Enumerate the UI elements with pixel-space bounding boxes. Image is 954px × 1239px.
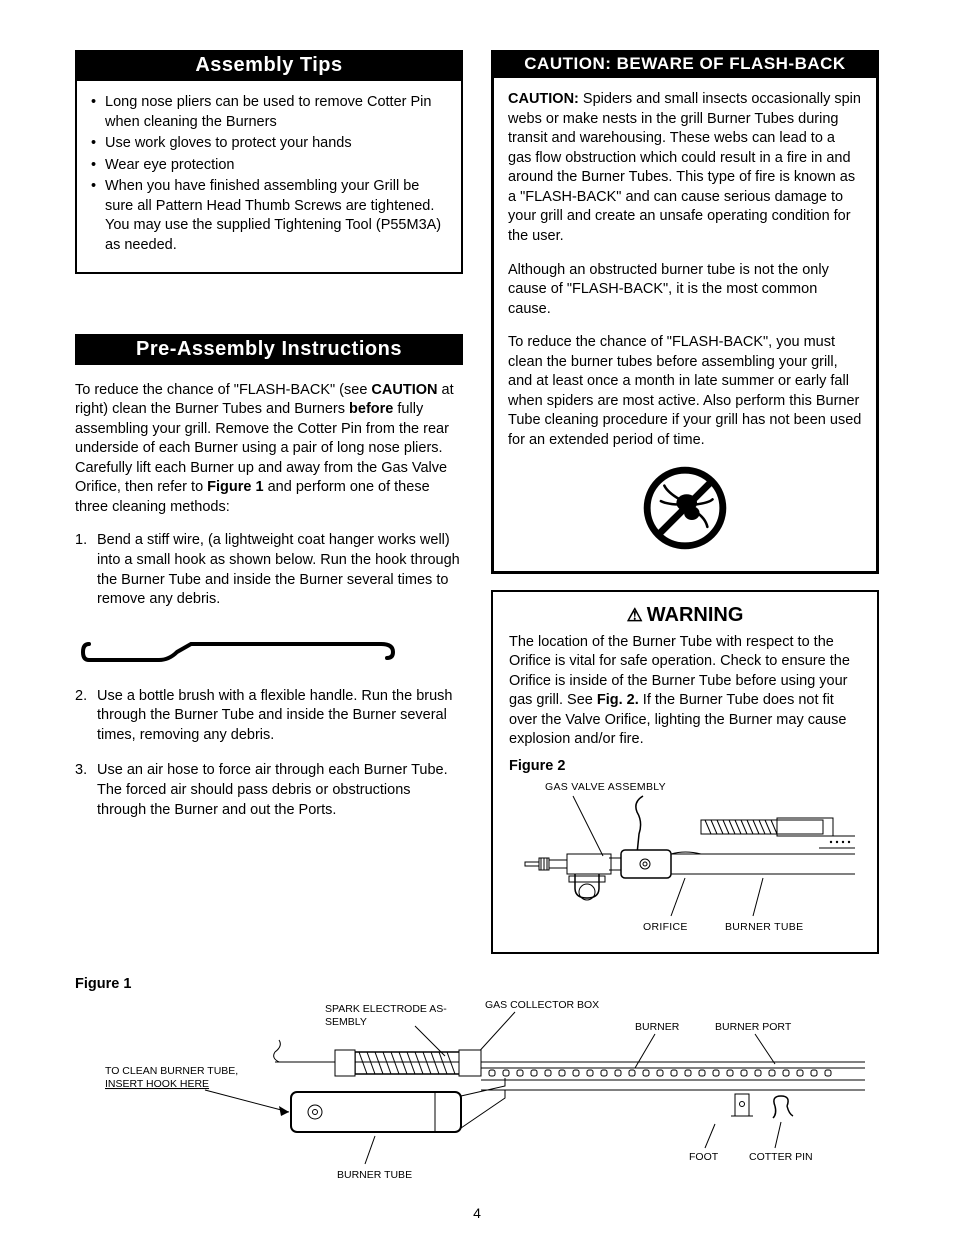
fig1-label-cotter: COTTER PIN [749, 1151, 813, 1163]
figure-2-label: Figure 2 [509, 758, 861, 774]
pre-assembly-header: Pre-Assembly Instructions [75, 334, 463, 365]
pre-assembly-paragraph: To reduce the chance of "FLASH-BACK" (se… [75, 381, 463, 518]
no-spider-icon [642, 465, 728, 551]
warning-heading: ⚠WARNING [509, 604, 861, 627]
tip-item: Use work gloves to protect your hands [91, 134, 447, 154]
step-item: Bend a stiff wire, (a lightweight coat h… [75, 531, 463, 609]
flashback-p3: To reduce the chance of "FLASH-BACK", yo… [508, 333, 862, 450]
fig1-label-collector: GAS COLLECTOR BOX [485, 999, 599, 1011]
fig1-label-burner: BURNER [635, 1021, 680, 1033]
cleaning-steps-list-cont: Use a bottle brush with a flexible handl… [75, 687, 463, 820]
two-column-layout: Assembly Tips Long nose pliers can be us… [75, 50, 879, 954]
figure-1-section: Figure 1 SPARK ELECTRODE AS- SEMBLY GAS … [75, 976, 879, 1196]
tip-item: When you have finished assembling your G… [91, 177, 447, 255]
text-bold: Figure 1 [207, 479, 263, 495]
fig1-label-spark-a: SPARK ELECTRODE AS- [325, 1003, 447, 1015]
fig1-label-clean-b: INSERT HOOK HERE [105, 1078, 209, 1090]
text-bold: CAUTION [371, 382, 437, 398]
assembly-tips-box: Long nose pliers can be used to remove C… [75, 79, 463, 274]
warning-triangle-icon: ⚠ [627, 605, 643, 625]
figure-2-diagram: GAS VALVE ASSEMBLY [515, 778, 855, 938]
left-column: Assembly Tips Long nose pliers can be us… [75, 50, 463, 954]
flashback-p1: CAUTION: Spiders and small insects occas… [508, 90, 862, 247]
right-column: CAUTION: BEWARE OF FLASH-BACK CAUTION: S… [491, 50, 879, 954]
step-item: Use an air hose to force air through eac… [75, 761, 463, 820]
figure-1-diagram: SPARK ELECTRODE AS- SEMBLY GAS COLLECTOR… [75, 996, 875, 1196]
fig1-label-port: BURNER PORT [715, 1021, 792, 1033]
fig2-label-gas-valve: GAS VALVE ASSEMBLY [545, 781, 666, 793]
text-bold: Fig. 2. [597, 692, 639, 708]
text-bold: before [349, 401, 393, 417]
page-number: 4 [0, 1205, 954, 1221]
fig1-label-spark-b: SEMBLY [325, 1016, 367, 1028]
text-bold: CAUTION: [508, 91, 579, 107]
warning-title: WARNING [647, 604, 744, 626]
warning-box: ⚠WARNING The location of the Burner Tube… [491, 590, 879, 954]
flashback-p2: Although an obstructed burner tube is no… [508, 261, 862, 320]
fig2-label-orifice: ORIFICE [643, 921, 688, 933]
fig1-label-tube: BURNER TUBE [337, 1169, 412, 1181]
fig2-label-burner-tube: BURNER TUBE [725, 921, 803, 933]
figure-1-label: Figure 1 [75, 976, 879, 992]
warning-paragraph: The location of the Burner Tube with res… [509, 633, 861, 750]
text: To reduce the chance of "FLASH-BACK" (se… [75, 382, 371, 398]
text: Spiders and small insects occasionally s… [508, 91, 861, 244]
tip-item: Long nose pliers can be used to remove C… [91, 93, 447, 132]
assembly-tips-header: Assembly Tips [75, 50, 463, 81]
fig1-label-foot: FOOT [689, 1151, 719, 1163]
fig1-label-clean-a: TO CLEAN BURNER TUBE, [105, 1065, 238, 1077]
flashback-box: CAUTION: Spiders and small insects occas… [491, 76, 879, 574]
flashback-header: CAUTION: BEWARE OF FLASH-BACK [491, 50, 879, 78]
hook-wire-icon [81, 634, 401, 666]
step-item: Use a bottle brush with a flexible handl… [75, 687, 463, 746]
tip-item: Wear eye protection [91, 156, 447, 176]
cleaning-steps-list: Bend a stiff wire, (a lightweight coat h… [75, 531, 463, 609]
